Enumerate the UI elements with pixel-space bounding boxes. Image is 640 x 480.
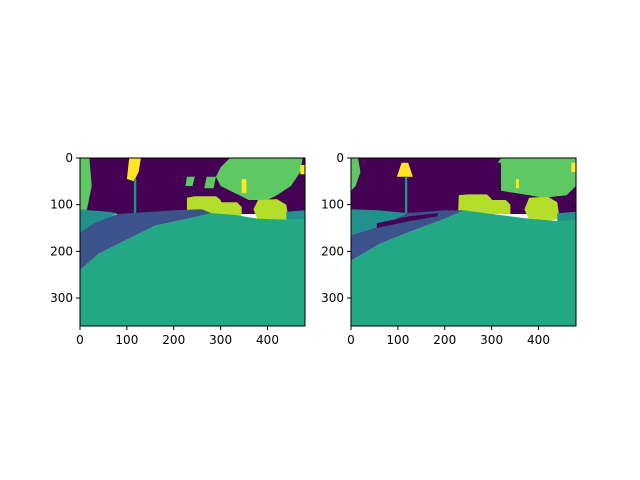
region-sign-small-a-right: [516, 179, 519, 189]
region-sign-small-b-right: [571, 162, 576, 172]
x-tick-label-right-300: 300: [480, 333, 503, 347]
region-car-3-left: [253, 199, 289, 224]
region-tree-left-right: [351, 158, 361, 191]
y-tick-label-left-200: 200: [50, 244, 73, 258]
panel-right: 0 100 200 300 400 0 100 200 300: [321, 151, 577, 347]
x-tick-label-left-0: 0: [76, 333, 84, 347]
x-tick-label-left-400: 400: [256, 333, 279, 347]
region-tall-post-right: [389, 172, 402, 210]
region-sign-small-a-left: [241, 179, 247, 193]
y-tick-label-left-100: 100: [50, 198, 73, 212]
region-building-mid-right: [482, 162, 501, 200]
x-tick-label-right-400: 400: [527, 333, 550, 347]
region-building-right-left: [295, 186, 305, 214]
region-bush-small-left: [185, 176, 195, 186]
x-tick-label-left-200: 200: [162, 333, 185, 347]
y-axis-right: 0 100 200 300: [321, 151, 351, 305]
x-tick-label-left-300: 300: [209, 333, 232, 347]
region-tree-right-right: [491, 158, 576, 198]
y-tick-label-left-0: 0: [65, 151, 73, 165]
segmentation-map-left: [80, 158, 305, 326]
segmentation-map-right: [351, 158, 576, 326]
region-sign-right: [396, 162, 413, 177]
x-tick-label-right-100: 100: [386, 333, 409, 347]
y-tick-label-right-100: 100: [321, 198, 344, 212]
region-vegetation-right-edge-left: [286, 210, 305, 221]
region-vegetation-right-edge-right: [557, 211, 576, 223]
x-tick-label-left-100: 100: [115, 333, 138, 347]
region-car-3-right: [524, 196, 560, 221]
region-car-2-left: [220, 202, 242, 217]
region-sidewalk-left-right: [351, 209, 408, 235]
region-bollards-right: [376, 213, 438, 228]
axes-frame-left: [79, 157, 306, 327]
region-pole-right: [404, 176, 408, 214]
region-tree-left-left: [80, 158, 92, 214]
y-tick-label-right-300: 300: [321, 291, 344, 305]
y-axis-left: 0 100 200 300: [50, 151, 80, 305]
region-car-2-right: [491, 200, 511, 214]
region-tree-right-left: [215, 158, 303, 200]
region-pole-left: [133, 179, 137, 224]
region-ground-right: [351, 210, 576, 326]
panel-left: 0 100 200 300 400 0 100 200 300: [50, 151, 306, 347]
x-tick-label-right-200: 200: [433, 333, 456, 347]
x-tick-label-right-0: 0: [347, 333, 355, 347]
axes-frame-right: [350, 157, 577, 327]
y-tick-label-left-300: 300: [50, 291, 73, 305]
x-axis-left: 0 100 200 300 400: [76, 326, 279, 347]
y-tick-label-right-0: 0: [336, 151, 344, 165]
y-tick-label-right-200: 200: [321, 244, 344, 258]
region-dark-post-left: [119, 172, 130, 210]
region-sign-left: [126, 158, 141, 182]
region-sign-small-b-left: [300, 165, 305, 175]
region-ground-left: [80, 213, 305, 326]
region-road-band-left: [80, 209, 212, 270]
region-bush-mid-left: [204, 176, 216, 189]
x-axis-right: 0 100 200 300 400: [347, 326, 550, 347]
